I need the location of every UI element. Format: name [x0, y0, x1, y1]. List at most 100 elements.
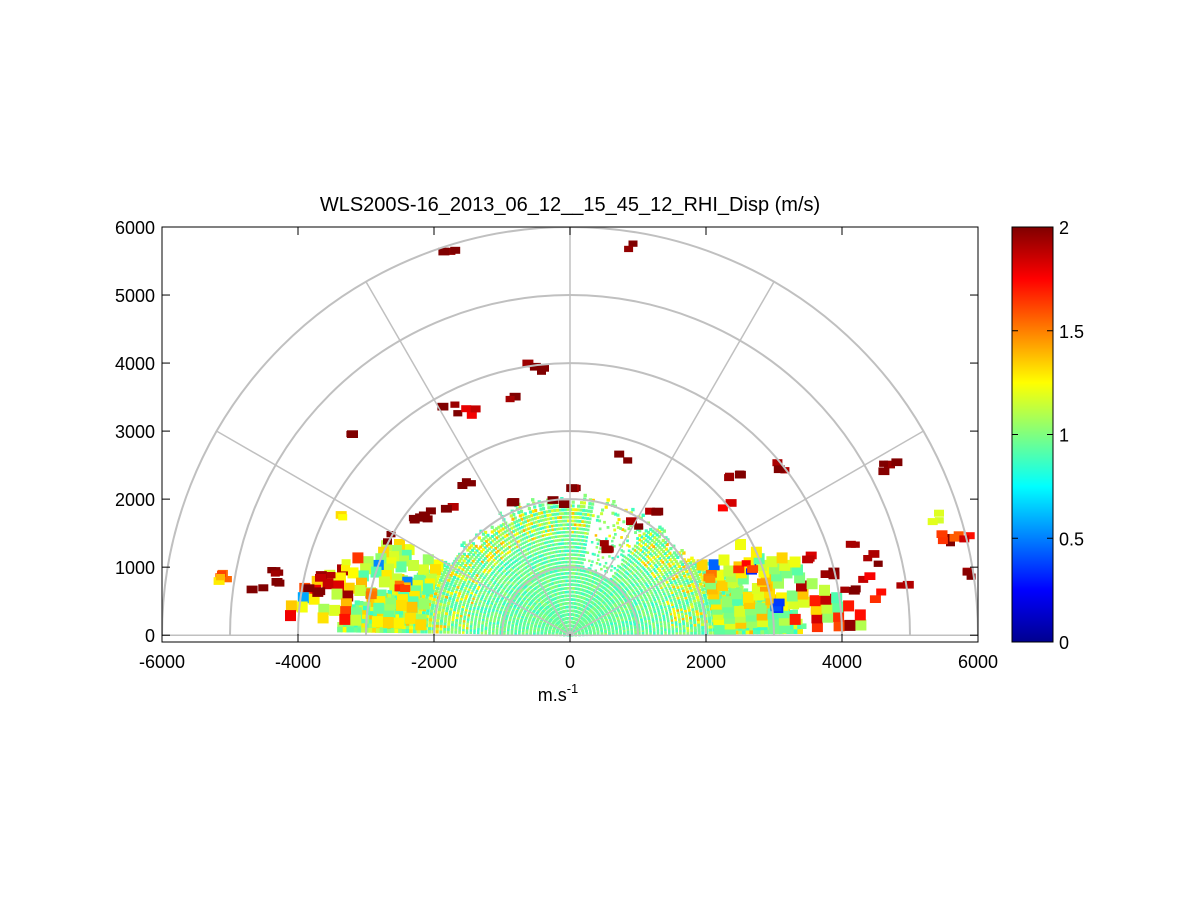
- data-cell: [669, 610, 672, 614]
- data-cell: [695, 595, 699, 599]
- data-cell: [556, 516, 560, 520]
- data-cell: [670, 581, 673, 584]
- data-cell: [522, 516, 526, 520]
- data-cell: [481, 532, 486, 536]
- data-cell: [639, 604, 643, 607]
- data-cell: [521, 555, 524, 558]
- data-cell: [697, 626, 701, 630]
- data-cell: [547, 506, 551, 510]
- data-cell: [646, 610, 649, 614]
- data-cell: [450, 592, 454, 595]
- data-cell: [519, 509, 524, 513]
- data-cell: [635, 576, 639, 580]
- data-cell: [658, 600, 661, 604]
- data-cell: [552, 505, 556, 509]
- data-cell: [629, 523, 633, 527]
- data-cell: [506, 588, 510, 591]
- data-cell: [496, 597, 500, 601]
- data-cell: [559, 542, 562, 546]
- data-cell: [665, 598, 668, 601]
- data-cell: [526, 569, 529, 573]
- data-cell: [689, 589, 693, 593]
- data-cell: [625, 566, 628, 569]
- data-cell: [482, 541, 486, 545]
- data-cell: [493, 604, 497, 607]
- data-cell: [517, 523, 520, 527]
- data-cell: [688, 611, 692, 615]
- data-cell: [644, 606, 647, 609]
- data-cell: [651, 616, 654, 620]
- data-cell: [485, 555, 489, 559]
- data-cell: [643, 603, 646, 606]
- data-cell: [501, 582, 505, 586]
- data-cell: [623, 565, 627, 568]
- data-cell: [530, 563, 533, 566]
- data-cell: [658, 592, 662, 595]
- data-cell: [682, 602, 686, 606]
- data-cell: [660, 573, 664, 576]
- data-cell: [557, 523, 561, 527]
- data-cell: [669, 589, 673, 592]
- data-cell: [471, 599, 475, 603]
- data-cell: [513, 521, 517, 525]
- data-cell: [504, 579, 507, 583]
- data-cell: [497, 576, 500, 580]
- data-cell: [464, 557, 468, 561]
- data-cell: [483, 591, 486, 594]
- data-cell: [634, 628, 637, 632]
- data-cell: [472, 572, 476, 575]
- data-cell: [507, 532, 511, 536]
- data-cell: [517, 518, 521, 522]
- data-cell: [574, 546, 578, 549]
- data-cell: [545, 564, 548, 568]
- data-cell: [467, 572, 471, 576]
- data-cell: [698, 572, 703, 576]
- data-cell: [660, 578, 663, 582]
- data-cell: [682, 622, 686, 626]
- data-cell: [499, 568, 502, 571]
- data-cell: [642, 593, 646, 597]
- data-cell: [501, 555, 505, 559]
- data-cell: [577, 565, 581, 568]
- data-cell: [571, 519, 575, 523]
- data-cell: [679, 627, 682, 630]
- data-cell: [543, 565, 546, 568]
- data-cell: [548, 552, 551, 555]
- data-cell: [534, 520, 538, 524]
- data-cell: [611, 539, 614, 543]
- data-cell: [497, 605, 500, 608]
- data-cell: [589, 567, 592, 571]
- data-cell: [580, 557, 583, 561]
- data-cell: [641, 610, 645, 613]
- data-cell: [574, 542, 578, 545]
- data-cell: [503, 539, 507, 543]
- data-cell: [697, 569, 702, 574]
- data-cell: [649, 548, 653, 551]
- data-cell: [583, 493, 587, 498]
- data-cell: [543, 553, 546, 557]
- data-cell: [502, 576, 505, 579]
- data-cell: [603, 520, 606, 524]
- data-cell: [646, 593, 650, 596]
- data-cell: [561, 512, 565, 516]
- data-cell: [628, 591, 631, 594]
- data-cell: [591, 502, 595, 506]
- data-cell: [504, 548, 508, 552]
- data-cell: [513, 560, 516, 564]
- data-cell: [542, 565, 545, 569]
- data-cell: [565, 572, 568, 575]
- data-cell: [516, 554, 519, 557]
- data-cell: [495, 536, 499, 540]
- data-cell: [576, 572, 580, 576]
- data-cell: [698, 606, 702, 610]
- data-cell: [638, 574, 641, 577]
- data-cell: [445, 565, 449, 569]
- data-cell: [542, 557, 545, 561]
- data-cell: [642, 562, 646, 565]
- data-cell: [591, 552, 595, 556]
- data-cell: [464, 563, 468, 567]
- data-cell: [560, 565, 563, 568]
- data-cell: [644, 538, 648, 542]
- data-cell: [557, 554, 560, 557]
- data-cell: [579, 561, 583, 565]
